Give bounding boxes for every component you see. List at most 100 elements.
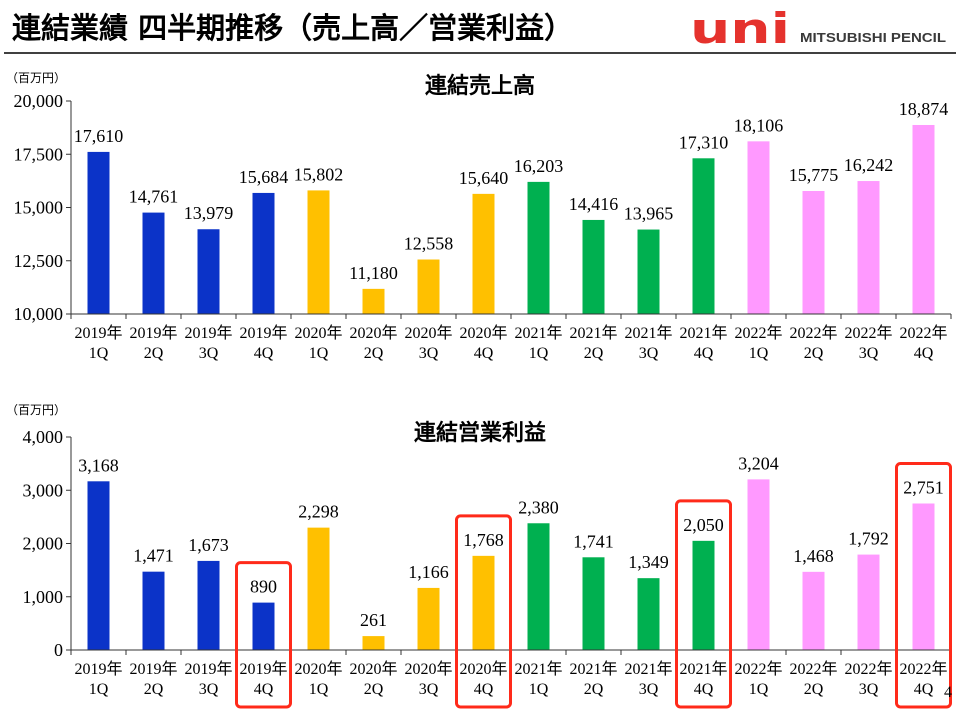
sales-value-label-2020-1q: 15,802 xyxy=(294,164,344,184)
operating-profit-highlights xyxy=(235,462,952,709)
sales-category-year-label: 2022年 xyxy=(734,324,782,342)
operating-profit-category-year-label: 2021年 xyxy=(679,660,727,678)
page-number: 4 xyxy=(944,684,952,701)
sales-category-year-label: 2021年 xyxy=(624,324,672,342)
sales-category-quarter-label: 3Q xyxy=(419,345,439,362)
sales-chart-title: 連結売上高 xyxy=(425,73,535,99)
sales-category-quarter-label: 1Q xyxy=(529,345,549,362)
sales-category-quarter-label: 4Q xyxy=(694,345,714,362)
sales-value-label-2019-2q: 14,761 xyxy=(129,187,179,207)
sales-bar-2019-1q xyxy=(87,151,110,314)
operating-profit-category-year-label: 2022年 xyxy=(734,660,782,678)
sales-value-label-2021-1q: 16,203 xyxy=(514,156,564,176)
logo-wordmark: uni xyxy=(690,4,790,53)
sales-value-label-2020-2q: 11,180 xyxy=(349,263,398,283)
operating-profit-category-year-label: 2019年 xyxy=(74,660,122,678)
sales-bar-2021-3q xyxy=(637,229,660,314)
sales-category-year-label: 2019年 xyxy=(239,324,287,342)
operating-profit-category-quarter-label: 4Q xyxy=(694,681,714,698)
operating-profit-value-label-2022-4q: 2,751 xyxy=(903,478,944,498)
operating-profit-category-year-label: 2020年 xyxy=(294,660,342,678)
operating-profit-bar-2019-4q xyxy=(252,602,275,650)
sales-value-label-2020-3q: 12,558 xyxy=(404,234,454,254)
operating-profit-bar-2020-4q xyxy=(472,555,495,650)
operating-profit-value-label-2021-3q: 1,349 xyxy=(628,552,669,572)
operating-profit-category-year-label: 2021年 xyxy=(569,660,617,678)
sales-bar-2021-1q xyxy=(527,181,550,314)
operating-profit-y-tick-label: 4,000 xyxy=(23,427,64,447)
operating-profit-value-label-2020-3q: 1,166 xyxy=(408,562,449,582)
page-title: 連結業績 四半期推移（売上高／営業利益） xyxy=(12,11,573,45)
operating-profit-y-tick-label: 3,000 xyxy=(23,480,64,500)
sales-value-label-2019-3q: 13,979 xyxy=(184,203,234,223)
sales-category-year-label: 2020年 xyxy=(404,324,452,342)
sales-category-year-label: 2022年 xyxy=(789,324,837,342)
sales-y-tick-label: 17,500 xyxy=(14,144,64,164)
operating-profit-unit-label: （百万円） xyxy=(6,403,66,417)
sales-unit-label: （百万円） xyxy=(6,71,66,85)
sales-chart: （百万円） 連結売上高 17,610 2019年 1Q 14,761 2019年 2Q 13… xyxy=(6,71,952,362)
sales-category-year-label: 2021年 xyxy=(514,324,562,342)
sales-value-label-2021-2q: 14,416 xyxy=(569,194,619,214)
operating-profit-y-tick-label: 2,000 xyxy=(23,534,64,554)
operating-profit-y-tick-label: 1,000 xyxy=(23,587,64,607)
sales-bar-2020-3q xyxy=(417,259,440,314)
sales-bars: 17,610 2019年 1Q 14,761 2019年 2Q 13,979 2019年 3Q 1… xyxy=(74,99,949,362)
sales-value-label-2022-2q: 15,775 xyxy=(789,165,839,185)
sales-category-year-label: 2022年 xyxy=(899,324,947,342)
sales-value-label-2021-3q: 13,965 xyxy=(624,204,674,224)
sales-category-quarter-label: 4Q xyxy=(474,345,494,362)
sales-category-year-label: 2019年 xyxy=(184,324,232,342)
operating-profit-category-quarter-label: 3Q xyxy=(639,681,659,698)
operating-profit-category-year-label: 2019年 xyxy=(129,660,177,678)
sales-value-label-2022-4q: 18,874 xyxy=(899,99,949,119)
operating-profit-category-year-label: 2019年 xyxy=(239,660,287,678)
sales-value-label-2019-1q: 17,610 xyxy=(74,126,124,146)
sales-category-year-label: 2019年 xyxy=(129,324,177,342)
sales-category-quarter-label: 1Q xyxy=(89,345,109,362)
operating-profit-bar-2019-3q xyxy=(197,560,220,650)
operating-profit-category-quarter-label: 2Q xyxy=(804,681,824,698)
operating-profit-bar-2022-3q xyxy=(857,554,880,650)
operating-profit-category-quarter-label: 2Q xyxy=(364,681,384,698)
operating-profit-bar-2019-2q xyxy=(142,571,165,650)
operating-profit-value-label-2019-4q: 890 xyxy=(250,577,277,597)
sales-y-tick-label: 15,000 xyxy=(14,198,64,218)
operating-profit-category-year-label: 2020年 xyxy=(459,660,507,678)
sales-bar-2020-2q xyxy=(362,288,385,314)
operating-profit-value-label-2020-1q: 2,298 xyxy=(298,502,339,522)
operating-profit-category-quarter-label: 4Q xyxy=(474,681,494,698)
sales-category-year-label: 2020年 xyxy=(459,324,507,342)
operating-profit-bar-2021-2q xyxy=(582,557,605,650)
operating-profit-bar-2020-2q xyxy=(362,636,385,650)
sales-value-label-2022-1q: 18,106 xyxy=(734,115,784,135)
operating-profit-highlight-box xyxy=(895,462,952,709)
sales-category-quarter-label: 1Q xyxy=(749,345,769,362)
operating-profit-bar-2021-3q xyxy=(637,578,660,650)
operating-profit-category-year-label: 2021年 xyxy=(624,660,672,678)
operating-profit-chart: （百万円） 連結営業利益 3,168 2019年 1Q 1,471 2019年 2Q 1,6… xyxy=(6,403,952,709)
operating-profit-category-quarter-label: 1Q xyxy=(89,681,109,698)
operating-profit-bar-2021-4q xyxy=(692,540,715,650)
sales-bar-2022-2q xyxy=(802,190,825,314)
sales-axes: 10,000 12,500 15,000 17,500 20,000 xyxy=(14,91,952,324)
sales-category-quarter-label: 2Q xyxy=(144,345,164,362)
operating-profit-category-year-label: 2021年 xyxy=(514,660,562,678)
operating-profit-bar-2021-1q xyxy=(527,523,550,650)
operating-profit-category-year-label: 2022年 xyxy=(789,660,837,678)
logo-company-name: MITSUBISHI PENCIL xyxy=(800,30,946,45)
operating-profit-value-label-2019-3q: 1,673 xyxy=(188,535,229,555)
operating-profit-category-quarter-label: 1Q xyxy=(529,681,549,698)
operating-profit-value-label-2021-1q: 2,380 xyxy=(518,497,559,517)
sales-y-tick-label: 20,000 xyxy=(14,91,64,111)
operating-profit-bar-2019-1q xyxy=(87,481,110,650)
sales-category-quarter-label: 2Q xyxy=(804,345,824,362)
operating-profit-bar-2020-1q xyxy=(307,527,330,650)
sales-category-quarter-label: 4Q xyxy=(254,345,274,362)
operating-profit-category-year-label: 2020年 xyxy=(349,660,397,678)
sales-category-quarter-label: 3Q xyxy=(199,345,219,362)
operating-profit-value-label-2022-2q: 1,468 xyxy=(793,546,834,566)
operating-profit-category-year-label: 2020年 xyxy=(404,660,452,678)
sales-category-year-label: 2021年 xyxy=(679,324,727,342)
